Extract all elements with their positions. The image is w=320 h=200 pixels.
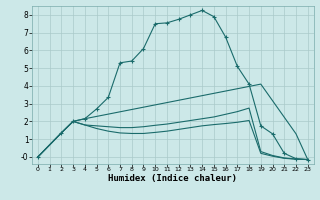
- X-axis label: Humidex (Indice chaleur): Humidex (Indice chaleur): [108, 174, 237, 183]
